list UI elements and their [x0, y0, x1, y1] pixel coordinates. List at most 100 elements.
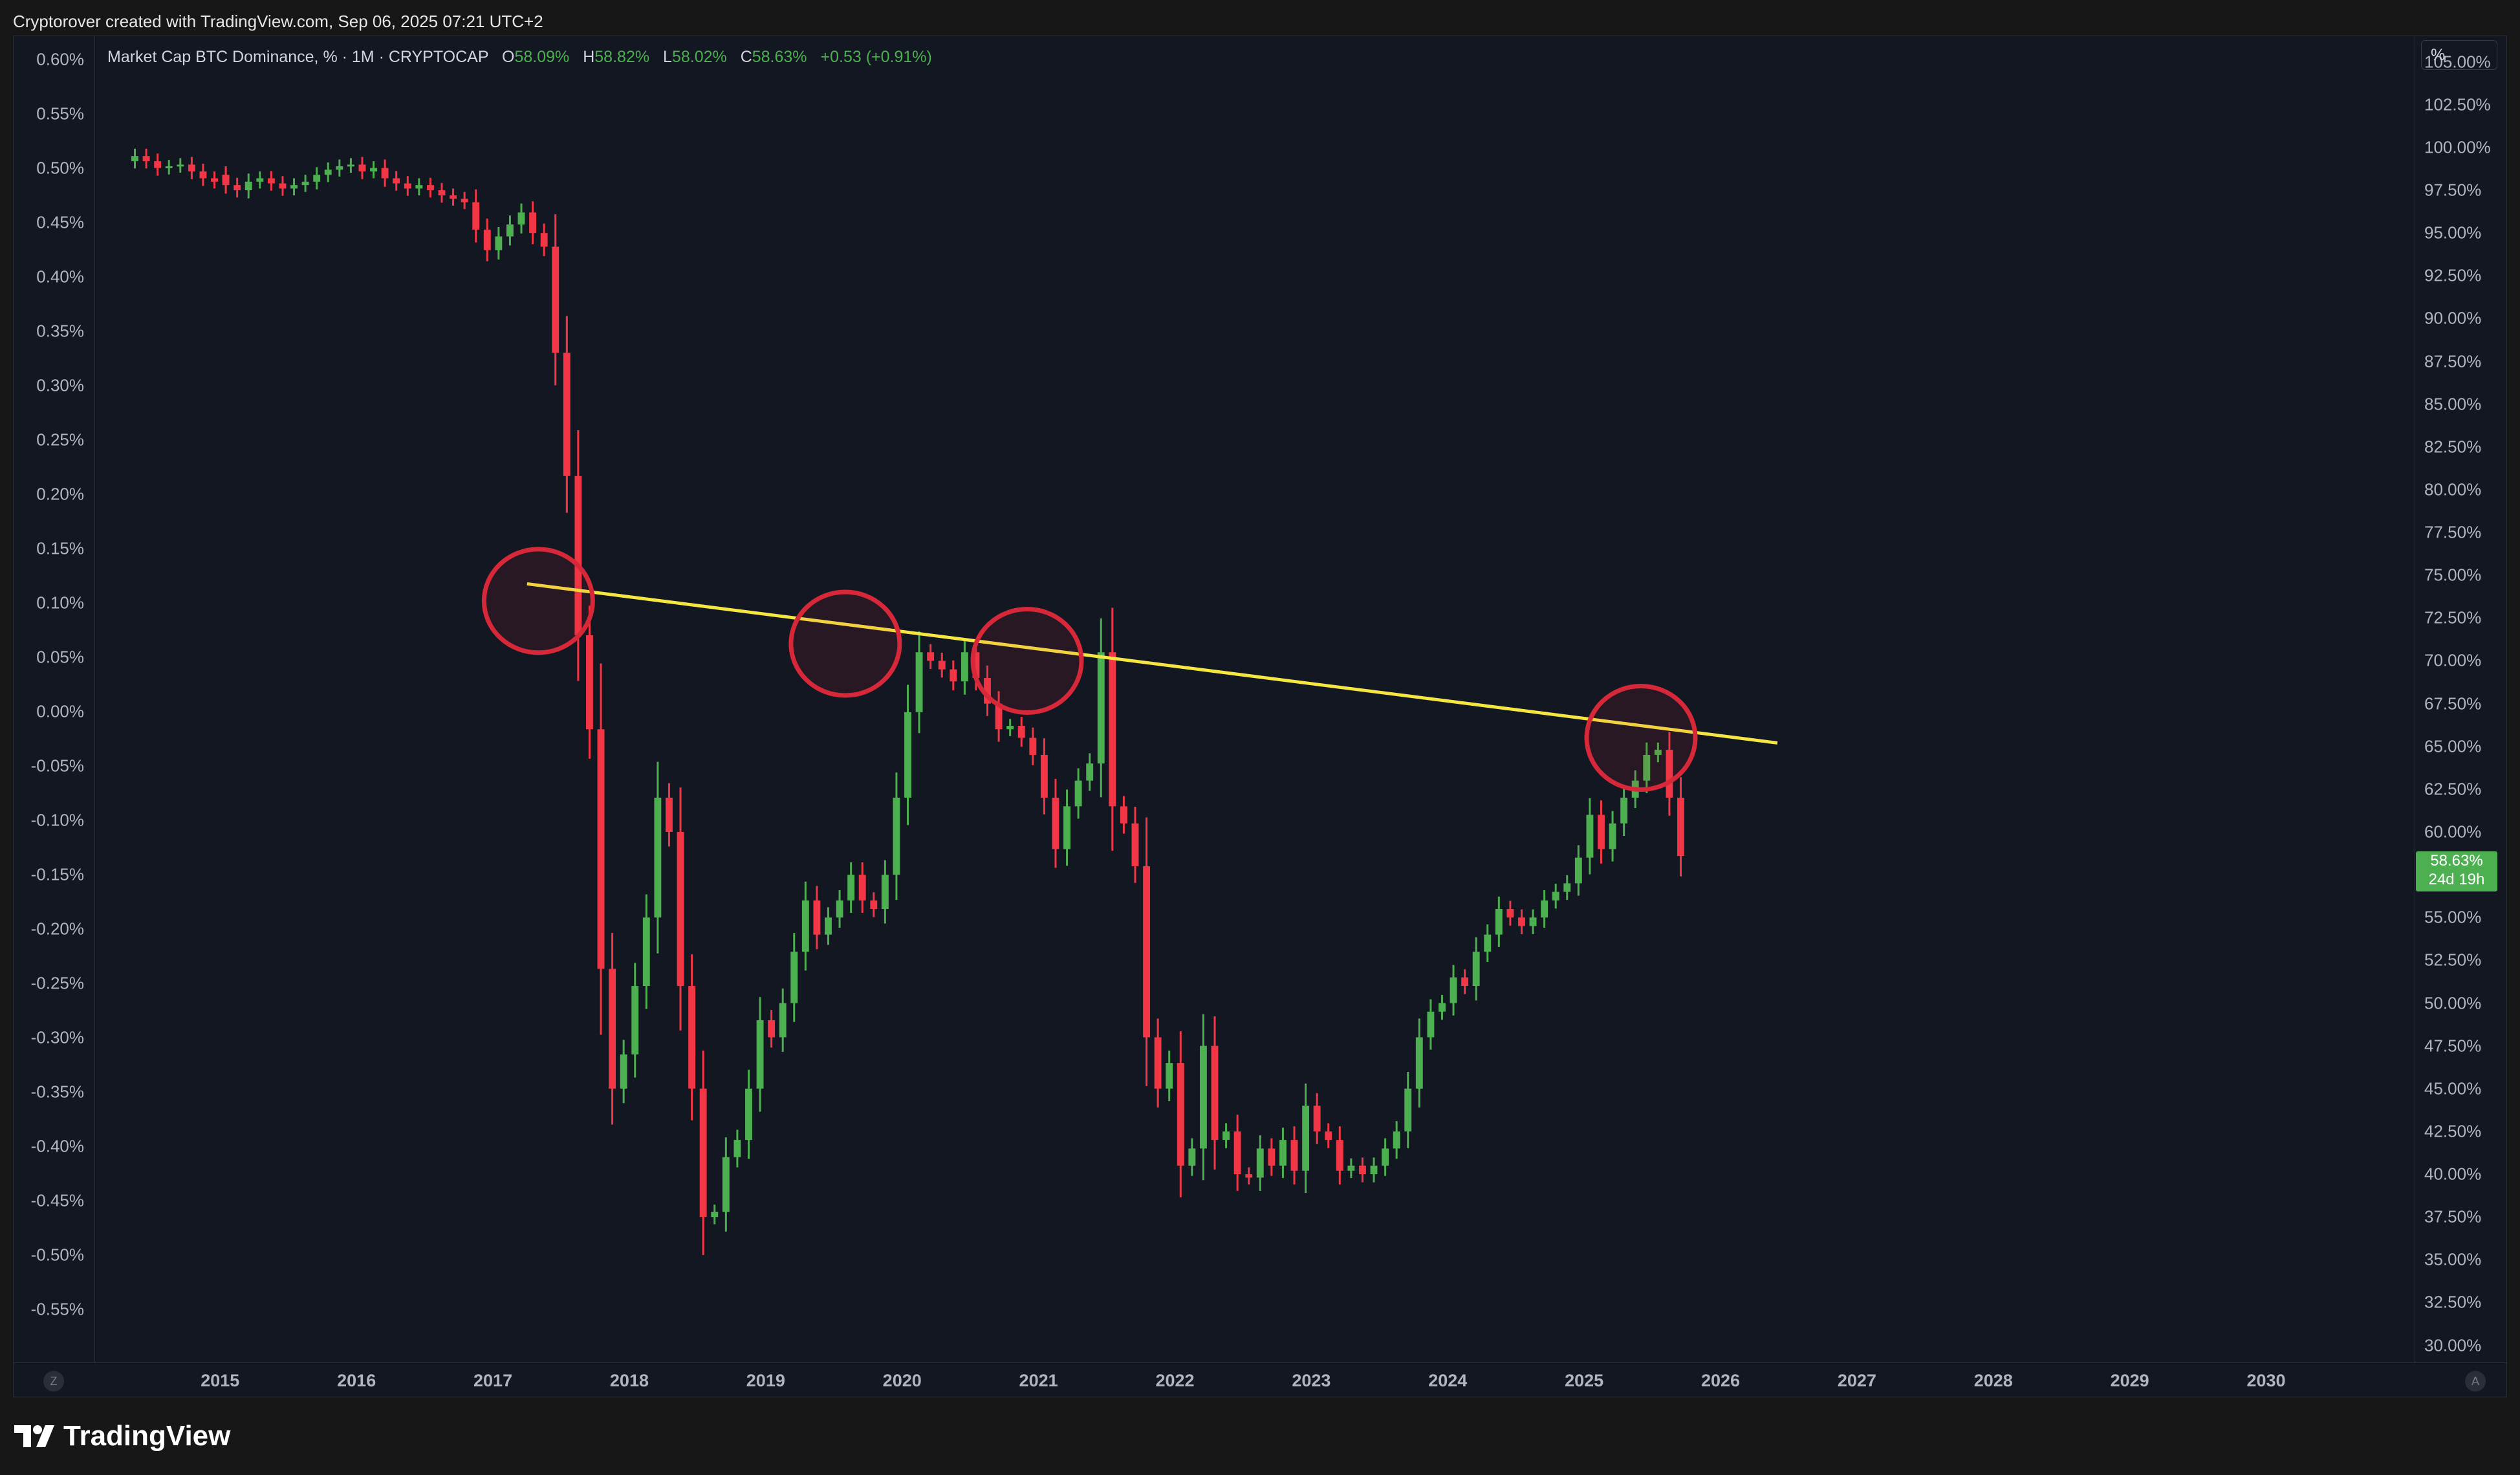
right-axis-tick: 90.00%: [2424, 308, 2482, 328]
series-legend: Market Cap BTC Dominance, % · 1M · CRYPT…: [107, 48, 932, 67]
time-axis-tick: 2017: [473, 1371, 513, 1390]
right-axis-tick: 67.50%: [2424, 694, 2482, 714]
candle: [756, 1020, 764, 1089]
right-axis-tick: 100.00%: [2424, 137, 2491, 157]
candle: [1245, 1174, 1253, 1178]
candle: [1143, 866, 1150, 1038]
left-axis-tick: 0.50%: [36, 158, 84, 178]
candle: [1370, 1165, 1378, 1175]
candle: [1666, 750, 1673, 798]
time-axis-tick: 2019: [746, 1371, 785, 1390]
candle: [813, 900, 821, 935]
right-axis-tick: 45.00%: [2424, 1078, 2482, 1098]
candle: [711, 1212, 719, 1218]
candle: [722, 1157, 730, 1212]
right-axis-tick: 37.50%: [2424, 1207, 2482, 1227]
last-price-tag: 58.63% 24d 19h: [2416, 851, 2497, 891]
candle: [1484, 934, 1492, 952]
candle: [768, 1020, 776, 1038]
time-axis-tick: 2029: [2110, 1371, 2149, 1390]
trendline: [527, 582, 1778, 745]
candle: [381, 168, 389, 179]
time-axis-tick: 2028: [1973, 1371, 2013, 1390]
right-price-axis[interactable]: 105.00% 102.50% 100.00% 97.50% 95.00% 92.50% 9…: [2415, 36, 2508, 1362]
candle: [1017, 726, 1025, 738]
candle: [1643, 754, 1651, 781]
candle: [552, 246, 559, 353]
candle: [450, 195, 457, 199]
legend-high-label: H: [583, 48, 595, 66]
left-price-axis[interactable]: 0.60% 0.55% 0.50% 0.45% 0.40% 0.35% 0.30% 0.25%…: [14, 36, 95, 1362]
candle: [1166, 1063, 1173, 1089]
candle: [790, 952, 798, 1003]
candle: [733, 1140, 741, 1157]
right-axis-tick: 95.00%: [2424, 223, 2482, 243]
left-axis-tick: 0.00%: [36, 701, 84, 721]
candle: [393, 178, 400, 184]
candle: [1029, 738, 1037, 755]
candle: [801, 900, 809, 952]
candle: [211, 178, 218, 182]
candle: [1347, 1165, 1355, 1171]
time-axis-tick: 2025: [1565, 1371, 1604, 1390]
candle: [370, 168, 377, 171]
candle: [506, 224, 514, 237]
legend-change: +0.53 (+0.91%): [820, 48, 932, 66]
candle: [1256, 1148, 1264, 1178]
candle: [154, 161, 162, 168]
candle: [1120, 806, 1127, 824]
candle: [1086, 763, 1094, 781]
candle: [358, 164, 366, 171]
candle: [654, 798, 662, 918]
candle: [563, 353, 570, 476]
time-axis[interactable]: Z A 2015 2016 2017 2018 2019 2020 2021 2022 2023…: [14, 1362, 2508, 1399]
candle: [1404, 1088, 1412, 1131]
right-axis-tick: 77.50%: [2424, 522, 2482, 542]
right-axis-tick: 75.00%: [2424, 565, 2482, 585]
auto-scale-button[interactable]: A: [2465, 1371, 2486, 1392]
candle: [165, 166, 173, 169]
candle: [324, 169, 332, 175]
time-axis-tick: 2022: [1155, 1371, 1195, 1390]
candle: [779, 1003, 787, 1038]
time-axis-tick: 2027: [1837, 1371, 1876, 1390]
candle: [1040, 754, 1048, 798]
tradingview-logo: TradingView: [14, 1420, 230, 1452]
candle: [666, 798, 673, 832]
candle: [1574, 857, 1582, 884]
candle: [1177, 1063, 1184, 1166]
candle: [1415, 1037, 1423, 1089]
time-axis-tick: 2015: [201, 1371, 240, 1390]
legend-close-value: 58.63%: [752, 48, 807, 66]
chart-frame[interactable]: 0.60% 0.55% 0.50% 0.45% 0.40% 0.35% 0.30% 0.25%…: [13, 36, 2508, 1399]
timezone-button[interactable]: Z: [43, 1371, 64, 1392]
chart-credit: Cryptorover created with TradingView.com…: [13, 12, 543, 31]
last-price-value: 58.63%: [2430, 852, 2483, 869]
candle: [1427, 1011, 1435, 1038]
candle: [904, 712, 911, 798]
candle: [1598, 814, 1605, 849]
candle: [517, 212, 525, 224]
right-axis-tick: 55.00%: [2424, 907, 2482, 927]
scale-mode-button[interactable]: %: [2421, 40, 2497, 70]
candle: [1279, 1140, 1287, 1166]
candle: [529, 212, 537, 234]
candle: [1518, 917, 1525, 926]
tradingview-logo-icon: [14, 1425, 54, 1447]
candle: [972, 652, 980, 678]
candle: [1199, 1045, 1207, 1149]
candle: [199, 171, 207, 179]
left-axis-tick: -0.10%: [30, 810, 84, 830]
time-axis-tick: 2026: [1700, 1371, 1741, 1390]
legend-open-value: 58.09%: [514, 48, 570, 66]
candle: [1382, 1148, 1389, 1166]
touch-circle: [481, 547, 595, 655]
candle: [244, 181, 252, 191]
legend-close-label: C: [740, 48, 752, 66]
candle: [1552, 891, 1559, 901]
candle: [574, 475, 582, 635]
chart-plot[interactable]: [95, 36, 2414, 1362]
time-axis-tick: 2023: [1292, 1371, 1331, 1390]
candle: [222, 175, 230, 186]
left-axis-tick: 0.30%: [36, 375, 84, 395]
